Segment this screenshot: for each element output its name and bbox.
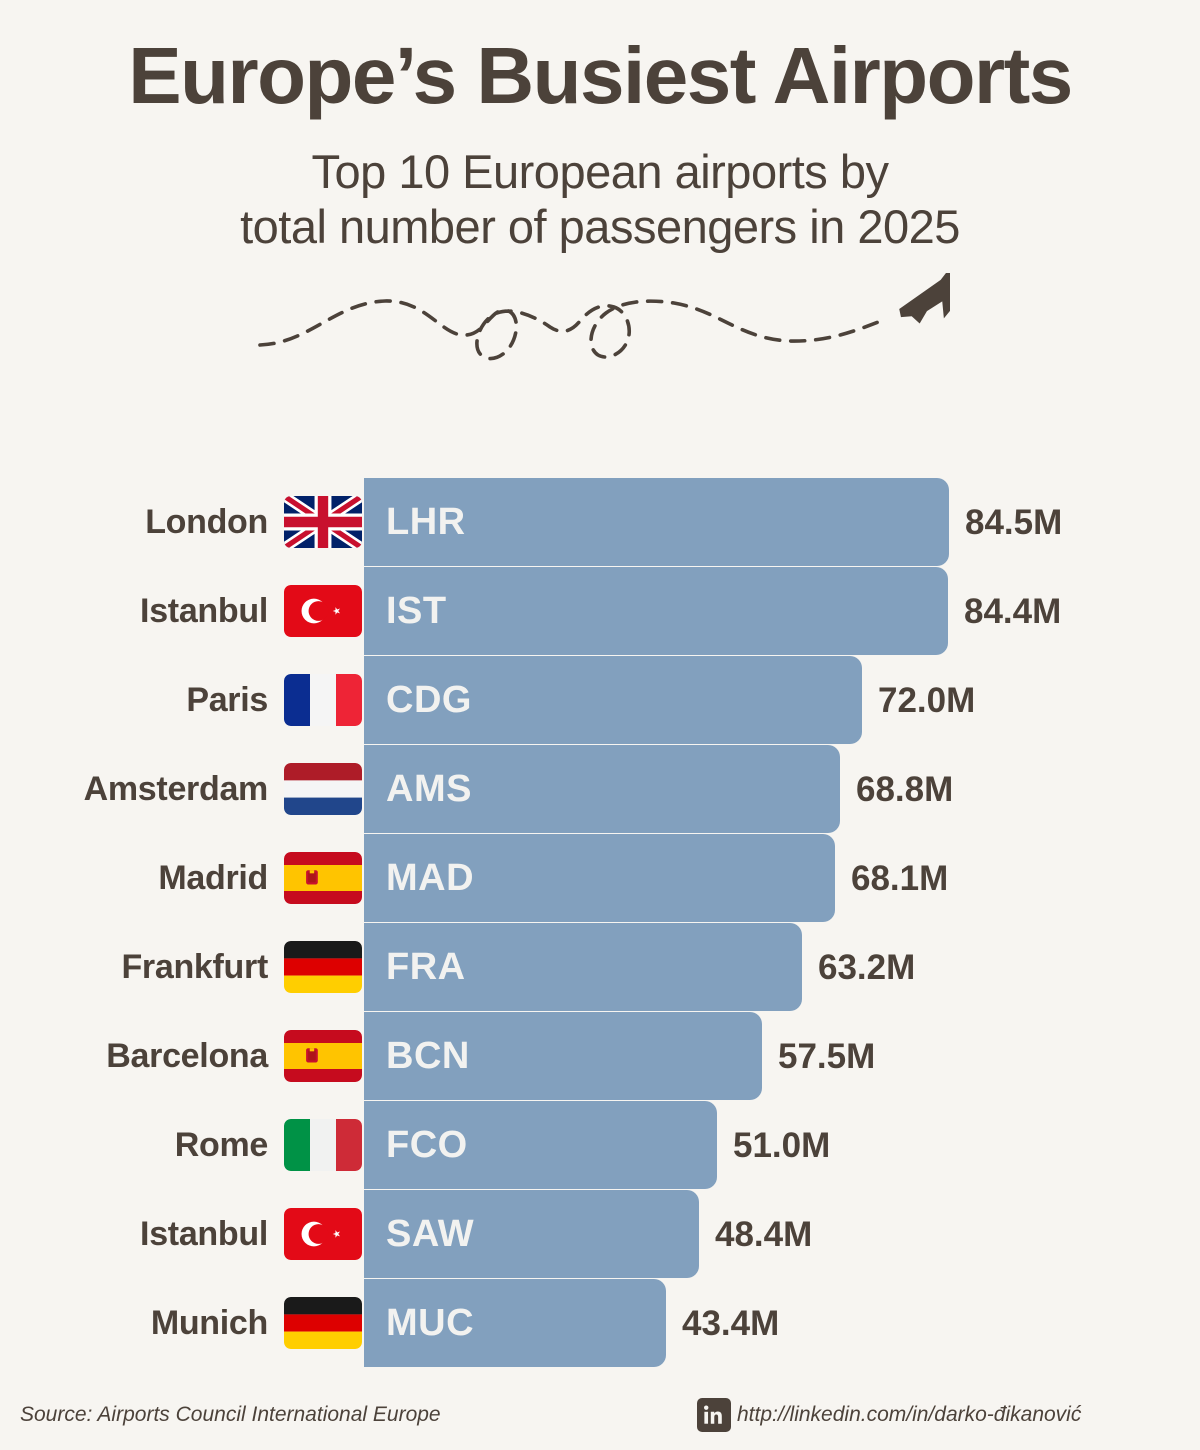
airplane-dashed-path-icon — [258, 272, 950, 361]
bar-area: MAD 68.1M — [364, 834, 1200, 922]
page-subtitle: Top 10 European airports by total number… — [0, 144, 1200, 255]
bar: FRA — [364, 923, 802, 1011]
flag-italy-icon — [282, 1119, 364, 1171]
flight-path-decoration — [0, 272, 1200, 373]
table-row: London LHR 84.5M — [0, 478, 1200, 566]
footer: Source: Airports Council International E… — [0, 1380, 1200, 1450]
bar-area: MUC 43.4M — [364, 1279, 1200, 1367]
bar-area: SAW 48.4M — [364, 1190, 1200, 1278]
bar: SAW — [364, 1190, 699, 1278]
airport-code: LHR — [386, 501, 466, 543]
bar-area: CDG 72.0M — [364, 656, 1200, 744]
flag-turkey-icon — [282, 1208, 364, 1260]
city-label: Barcelona — [106, 1036, 268, 1075]
bar: BCN — [364, 1012, 762, 1100]
subtitle-line-2: total number of passengers in 2025 — [240, 200, 960, 254]
bar-area: FRA 63.2M — [364, 923, 1200, 1011]
value-label: 68.1M — [851, 858, 949, 898]
table-row: Madrid MAD 68.1M — [0, 834, 1200, 922]
city-label: Madrid — [158, 858, 268, 897]
value-label: 43.4M — [682, 1303, 780, 1343]
value-label: 72.0M — [878, 680, 976, 720]
linkedin-url-text[interactable]: http://linkedin.com/in/darko-đikanović — [737, 1403, 1082, 1426]
flag-spain-icon — [282, 1030, 364, 1082]
value-label: 48.4M — [715, 1214, 813, 1254]
bar-area: LHR 84.5M — [364, 478, 1200, 566]
flag-germany-icon — [282, 941, 364, 993]
subtitle-line-1: Top 10 European airports by — [311, 145, 889, 198]
city-label: London — [145, 502, 268, 541]
linkedin-link[interactable]: http://linkedin.com/in/darko-đikanović — [697, 1398, 1081, 1432]
city-label: Istanbul — [140, 1214, 268, 1253]
flag-germany-icon — [282, 1297, 364, 1349]
table-row: Istanbul IST 84.4M — [0, 567, 1200, 655]
source-note: Source: Airports Council International E… — [20, 1403, 441, 1426]
airport-bar-chart: London LHR 84.5M Istanbul — [0, 478, 1200, 1368]
bar: MAD — [364, 834, 835, 922]
table-row: Istanbul SAW 48.4M — [0, 1190, 1200, 1278]
city-label: Frankfurt — [121, 947, 268, 986]
table-row: Frankfurt FRA 63.2M — [0, 923, 1200, 1011]
table-row: Munich MUC 43.4M — [0, 1279, 1200, 1367]
linkedin-icon[interactable] — [697, 1398, 731, 1432]
header: Europe’s Busiest Airports Top 10 Europea… — [0, 0, 1200, 255]
flag-uk-icon — [282, 496, 364, 548]
airport-code: FRA — [386, 946, 466, 988]
table-row: Amsterdam AMS 68.8M — [0, 745, 1200, 833]
city-label: Rome — [174, 1125, 269, 1164]
bar: FCO — [364, 1101, 717, 1189]
flag-turkey-icon — [282, 585, 364, 637]
flag-spain-icon — [282, 852, 364, 904]
bar: AMS — [364, 745, 840, 833]
city-label: Paris — [186, 680, 268, 719]
bar-area: BCN 57.5M — [364, 1012, 1200, 1100]
bar: LHR — [364, 478, 949, 566]
value-label: 68.8M — [856, 769, 954, 809]
city-label: Amsterdam — [83, 769, 269, 808]
bar: CDG — [364, 656, 862, 744]
bar-area: FCO 51.0M — [364, 1101, 1200, 1189]
bar-area: AMS 68.8M — [364, 745, 1200, 833]
value-label: 84.5M — [965, 502, 1063, 542]
bar: IST — [364, 567, 948, 655]
airport-code: BCN — [386, 1035, 470, 1077]
value-label: 57.5M — [778, 1036, 876, 1076]
table-row: Rome FCO 51.0M — [0, 1101, 1200, 1189]
bar: MUC — [364, 1279, 666, 1367]
value-label: 84.4M — [964, 591, 1062, 631]
city-label: Istanbul — [140, 591, 268, 630]
airport-code: CDG — [386, 679, 472, 721]
airport-code: SAW — [386, 1213, 475, 1255]
airport-code: IST — [386, 590, 447, 632]
flag-netherlands-icon — [282, 763, 364, 815]
airport-code: FCO — [386, 1124, 468, 1166]
bar-area: IST 84.4M — [364, 567, 1200, 655]
airport-code: MAD — [386, 857, 475, 899]
table-row: Barcelona BCN 57.5M — [0, 1012, 1200, 1100]
page-title: Europe’s Busiest Airports — [128, 31, 1073, 120]
value-label: 51.0M — [733, 1125, 831, 1165]
table-row: Paris CDG 72.0M — [0, 656, 1200, 744]
airport-code: MUC — [386, 1302, 475, 1344]
city-label: Munich — [150, 1303, 268, 1342]
value-label: 63.2M — [818, 947, 916, 987]
airport-code: AMS — [386, 768, 472, 810]
flag-france-icon — [282, 674, 364, 726]
